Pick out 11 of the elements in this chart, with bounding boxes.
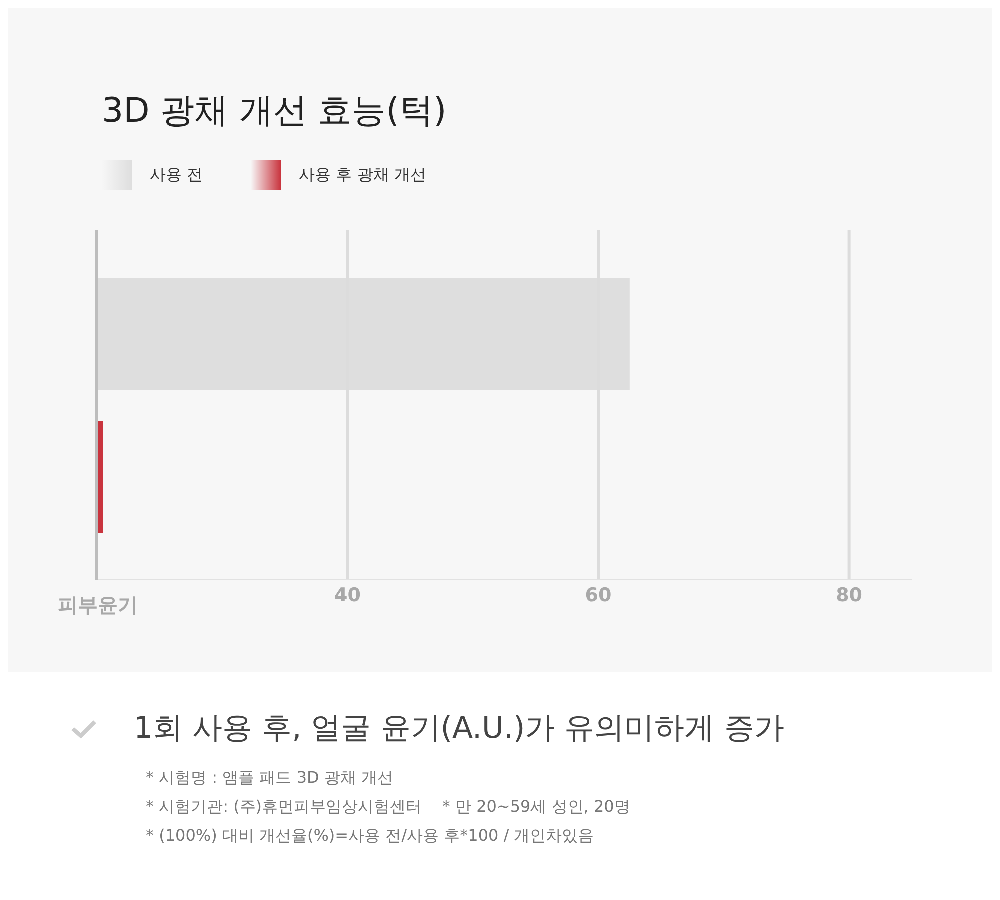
legend-label: 사용 후 광채 개선 — [299, 164, 426, 186]
text: * 시험명 : 앰플 패드 3D 광채 개선 — [146, 767, 394, 789]
x-tick-label: 40 — [334, 584, 361, 606]
x-tick-label: 60 — [585, 584, 612, 606]
legend-label: 사용 전 — [150, 164, 204, 186]
x-tick-label: 80 — [836, 584, 863, 606]
text: * 시험기관: (주)휴먼피부임상시험센터 * 만 20~59세 성인, 20명 — [146, 796, 632, 818]
text: 1회 사용 후, 얼굴 윤기(A.U.)가 유의미하게 증가 — [134, 710, 784, 748]
x-axis-title: 피부윤기 — [58, 593, 138, 617]
chart-title: 3D 광채 개선 효능(턱) — [101, 90, 448, 133]
text: * (100%) 대비 개선율(%)=사용 전/사용 후*100 / 개인차있음 — [146, 825, 596, 847]
